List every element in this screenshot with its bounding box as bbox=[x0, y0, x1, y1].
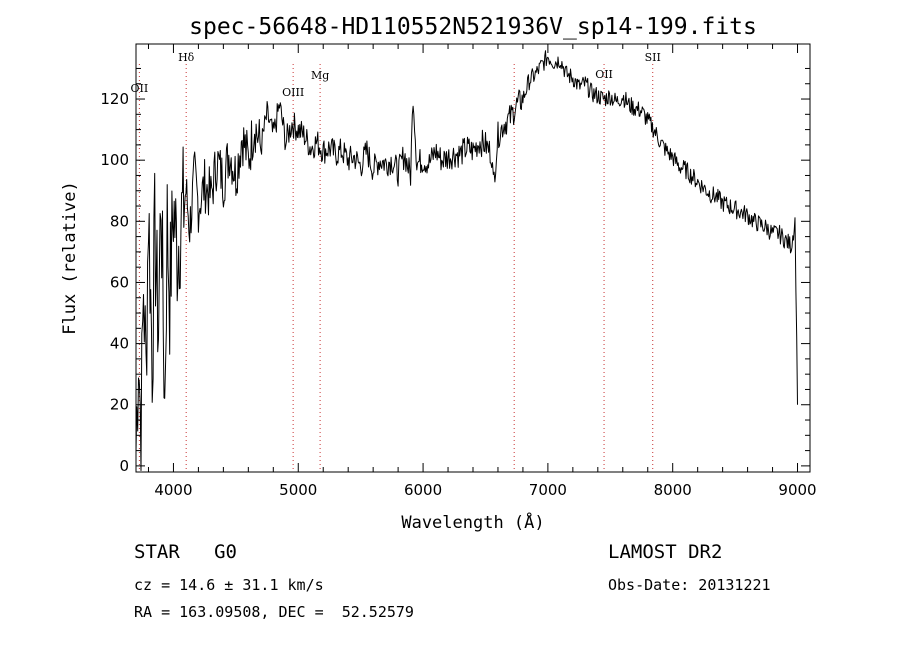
flux-line bbox=[135, 50, 798, 471]
spectral-line-label: SII bbox=[645, 51, 661, 64]
x-tick-label: 4000 bbox=[154, 481, 192, 499]
redshift-label: cz = 14.6 ± 31.1 km/s bbox=[134, 576, 324, 594]
chart-title: spec-56648-HD110552N521936V_sp14-199.fit… bbox=[189, 14, 757, 40]
obs-date-label: Obs-Date: 20131221 bbox=[608, 576, 771, 594]
plot-frame bbox=[135, 43, 811, 473]
x-axis-label: Wavelength (Å) bbox=[401, 511, 544, 533]
classification-label: STAR G0 bbox=[134, 541, 237, 563]
survey-label: LAMOST DR2 bbox=[608, 541, 723, 563]
flux-series bbox=[135, 50, 798, 471]
y-tick-label: 20 bbox=[110, 396, 129, 414]
y-tick-label: 40 bbox=[110, 335, 129, 353]
coordinates-label: RA = 163.09508, DEC = 52.52579 bbox=[134, 603, 414, 621]
spectral-line-label: Mg bbox=[311, 69, 329, 82]
spectral-line-label: OII bbox=[131, 82, 149, 95]
x-tick-label: 8000 bbox=[654, 481, 692, 499]
axis-ticks: 4000 5000 6000 7000 8000 9000 0 20 40 60 80 100 120 bbox=[100, 44, 817, 499]
y-tick-label: 100 bbox=[100, 151, 129, 169]
spectral-line-label: OIII bbox=[282, 86, 304, 99]
y-tick-label: 80 bbox=[110, 212, 129, 230]
x-tick-label: 5000 bbox=[279, 481, 317, 499]
x-tick-label: 9000 bbox=[778, 481, 816, 499]
y-tick-label: 0 bbox=[119, 457, 129, 475]
spectral-line-markers: OII Hδ OIII Mg OII SII bbox=[131, 51, 661, 472]
spectral-line-label: OII bbox=[595, 68, 613, 81]
x-tick-label: 6000 bbox=[404, 481, 442, 499]
y-tick-label: 120 bbox=[100, 90, 129, 108]
y-tick-label: 60 bbox=[110, 273, 129, 291]
spectral-line-label: Hδ bbox=[178, 51, 195, 64]
y-axis-label: Flux (relative) bbox=[60, 181, 80, 335]
x-tick-label: 7000 bbox=[529, 481, 567, 499]
